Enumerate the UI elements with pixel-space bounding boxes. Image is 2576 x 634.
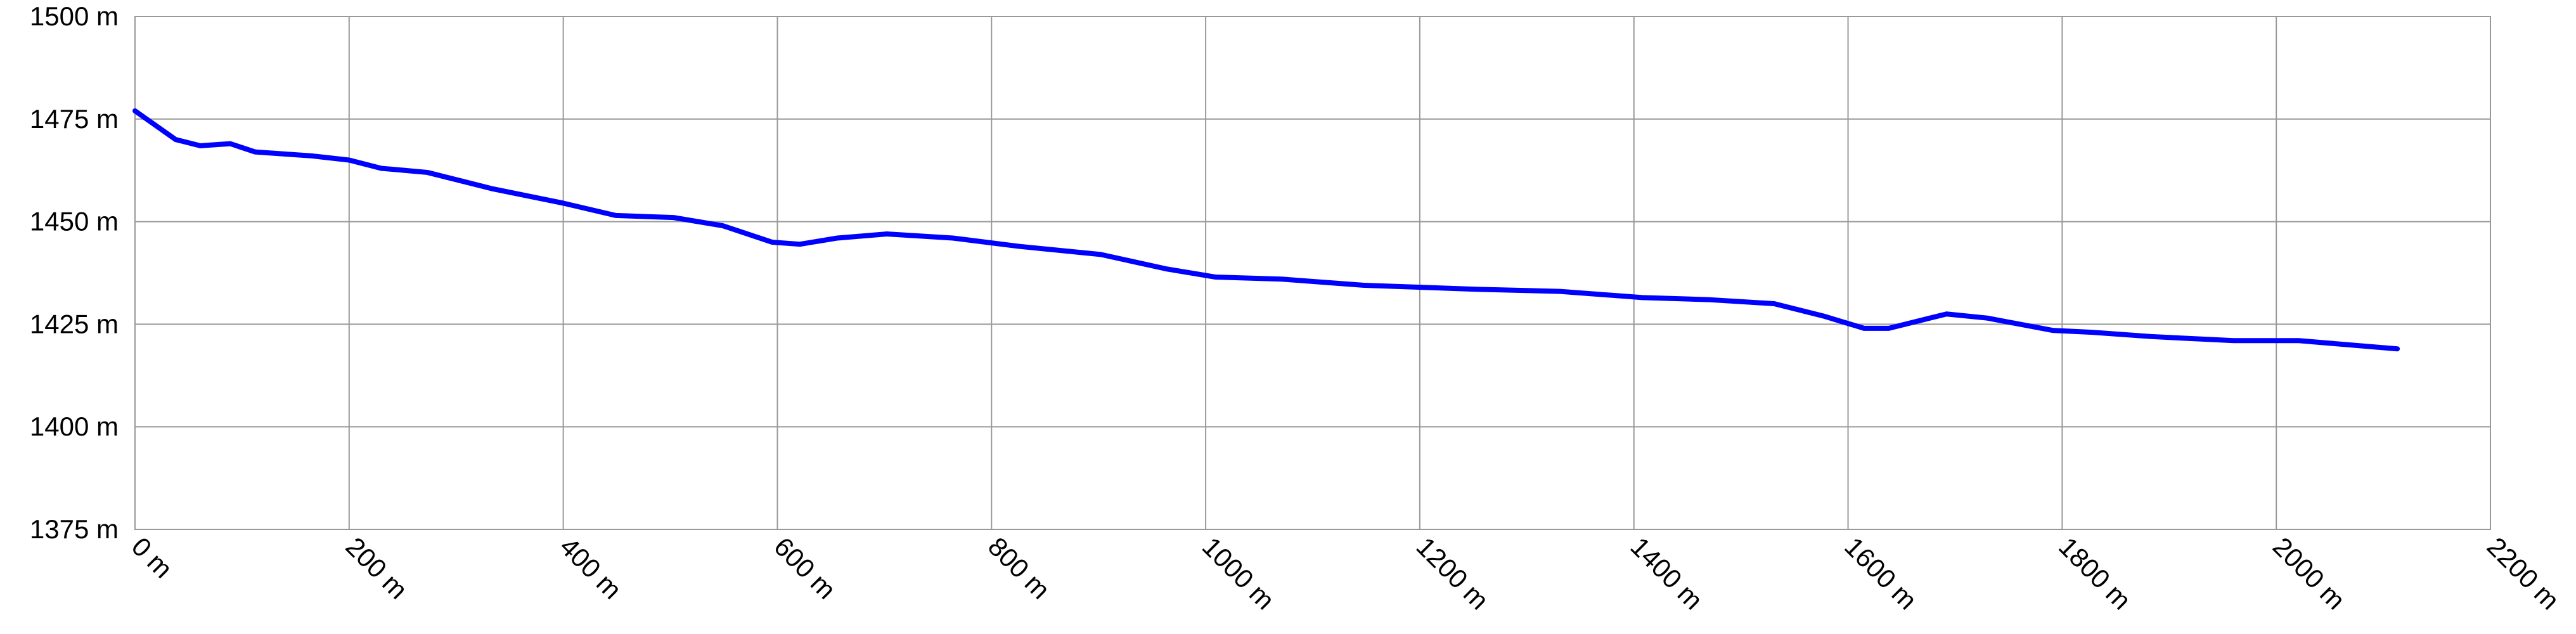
x-tick-label: 1000 m [1197,531,1280,615]
y-tick-label: 1375 m [30,514,119,544]
y-tick-label: 1500 m [30,1,119,31]
plot-area [134,16,2491,530]
y-tick-label: 1475 m [30,104,119,134]
x-tick-label: 600 m [768,531,842,605]
y-tick-label: 1400 m [30,411,119,441]
y-tick-label: 1425 m [30,309,119,339]
x-tick-label: 1800 m [2053,531,2137,615]
y-tick-label: 1450 m [30,207,119,236]
x-tick-label: 1600 m [1839,531,1922,615]
x-tick-label: 1400 m [1625,531,1708,615]
x-tick-label: 200 m [340,531,413,605]
x-tick-label: 800 m [982,531,1056,605]
x-tick-label: 400 m [554,531,628,605]
x-tick-label: 2000 m [2267,531,2351,615]
elevation-line [132,108,2400,352]
x-tick-label: 0 m [126,531,179,584]
x-tick-label: 1200 m [1411,531,1495,615]
x-tick-label: 2200 m [2482,531,2565,615]
